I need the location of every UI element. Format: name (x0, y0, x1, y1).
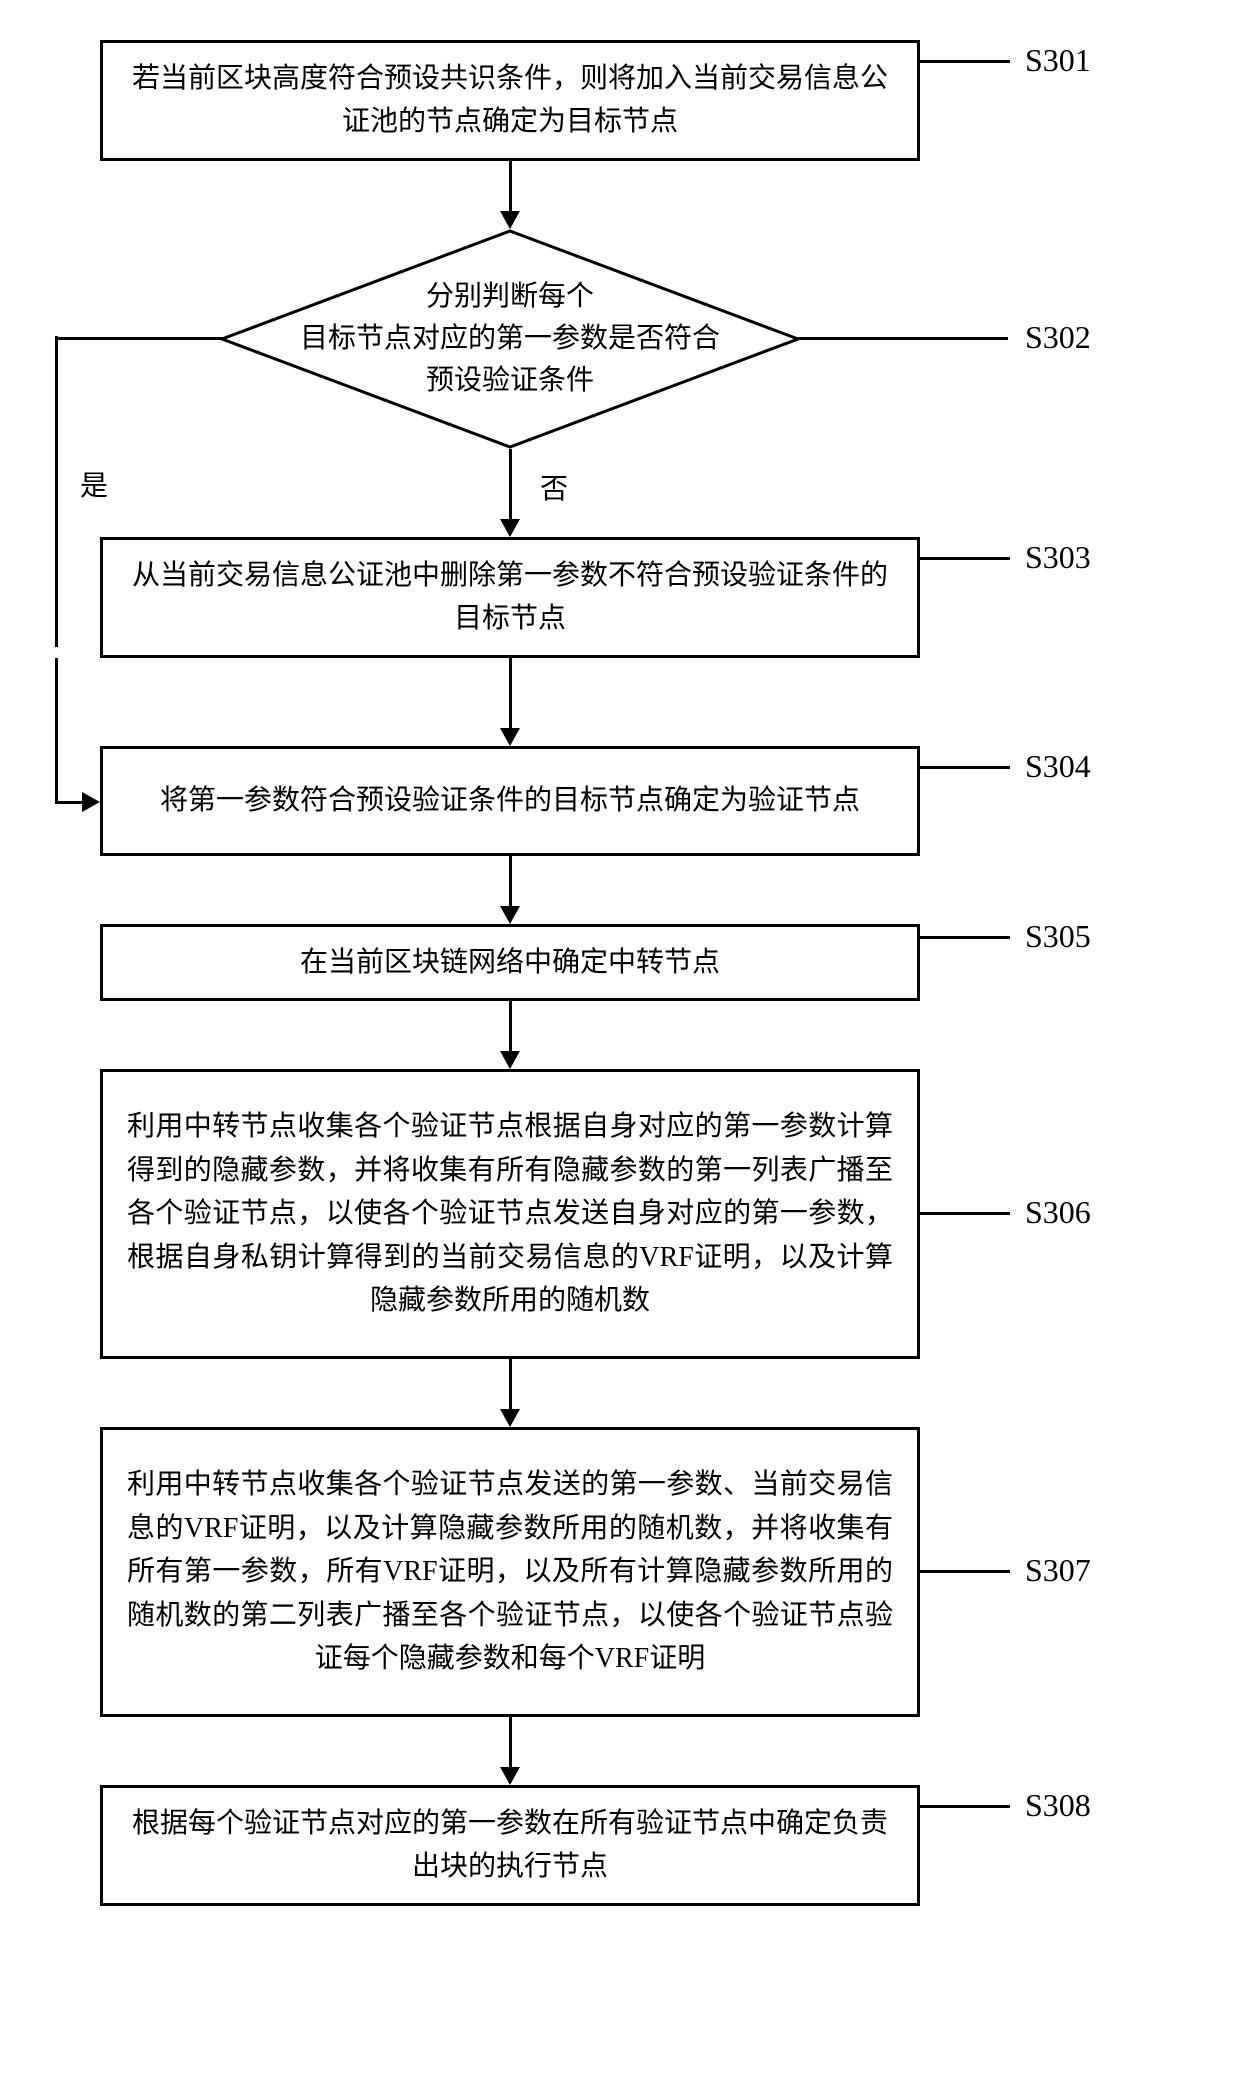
label-s307: S307 (1025, 1552, 1091, 1589)
row-s306: 利用中转节点收集各个验证节点根据自身对应的第一参数计算得到的隐藏参数，并将收集有… (40, 1069, 1200, 1359)
tick-s306 (920, 1212, 1010, 1215)
tick-s305 (920, 936, 1010, 939)
edge-s307-s308 (100, 1717, 920, 1785)
bypass-yes-vert4 (55, 746, 58, 802)
edge-s305-s306 (100, 1001, 920, 1069)
arrow-down-icon (500, 658, 520, 746)
bypass-yes-vert1 (55, 336, 58, 537)
node-s305-text: 在当前区块链网络中确定中转节点 (300, 941, 720, 984)
arrow-down-icon (500, 449, 520, 537)
node-s307-text: 利用中转节点收集各个验证节点发送的第一参数、当前交易信息的VRF证明，以及计算隐… (127, 1463, 893, 1680)
node-s301-text: 若当前区块高度符合预设共识条件，则将加入当前交易信息公证池的节点确定为目标节点 (127, 57, 893, 144)
arrow-right-icon (82, 792, 100, 812)
node-s302-text-span: 分别判断每个 目标节点对应的第一参数是否符合 预设验证条件 (300, 276, 720, 402)
node-s303: 从当前交易信息公证池中删除第一参数不符合预设验证条件的目标节点 (100, 537, 920, 658)
edge-s301-s302 (100, 161, 920, 229)
node-s302-text: 分别判断每个 目标节点对应的第一参数是否符合 预设验证条件 (220, 229, 800, 449)
row-s308: 根据每个验证节点对应的第一参数在所有验证节点中确定负责出块的执行节点 S308 (40, 1785, 1200, 1906)
arrow-down-icon (500, 161, 520, 229)
row-s302: 分别判断每个 目标节点对应的第一参数是否符合 预设验证条件 S302 (40, 229, 1200, 449)
tick-s303 (920, 557, 1010, 560)
edge-s304-s305 (100, 856, 920, 924)
tick-s302 (798, 337, 1008, 340)
label-s301: S301 (1025, 42, 1091, 79)
branch-label-no: 否 (540, 467, 568, 507)
tick-s307 (920, 1570, 1010, 1573)
node-s302: 分别判断每个 目标节点对应的第一参数是否符合 预设验证条件 (100, 229, 920, 449)
label-s303: S303 (1025, 539, 1091, 576)
bypass-yes-vert2 (55, 537, 58, 647)
label-s305: S305 (1025, 918, 1091, 955)
branch-label-yes: 是 (80, 464, 108, 504)
node-s301: 若当前区块高度符合预设共识条件，则将加入当前交易信息公证池的节点确定为目标节点 (100, 40, 920, 161)
row-s304: 将第一参数符合预设验证条件的目标节点确定为验证节点 S304 (40, 746, 1200, 856)
row-s301: 若当前区块高度符合预设共识条件，则将加入当前交易信息公证池的节点确定为目标节点 … (40, 40, 1200, 161)
row-s305: 在当前区块链网络中确定中转节点 S305 (40, 924, 1200, 1001)
edge-s302-s303: 否 (100, 449, 920, 537)
flowchart-root: 若当前区块高度符合预设共识条件，则将加入当前交易信息公证池的节点确定为目标节点 … (40, 40, 1200, 1906)
node-s308: 根据每个验证节点对应的第一参数在所有验证节点中确定负责出块的执行节点 (100, 1785, 920, 1906)
bypass-yes-horiz (55, 801, 82, 804)
row-s307: 利用中转节点收集各个验证节点发送的第一参数、当前交易信息的VRF证明，以及计算隐… (40, 1427, 1200, 1717)
node-s303-text: 从当前交易信息公证池中删除第一参数不符合预设验证条件的目标节点 (127, 554, 893, 641)
arrow-down-icon (500, 1001, 520, 1069)
arrow-down-icon (500, 856, 520, 924)
arrow-down-icon (500, 1717, 520, 1785)
node-s307: 利用中转节点收集各个验证节点发送的第一参数、当前交易信息的VRF证明，以及计算隐… (100, 1427, 920, 1717)
row-s303: 从当前交易信息公证池中删除第一参数不符合预设验证条件的目标节点 S303 (40, 537, 1200, 658)
tick-s308 (920, 1805, 1010, 1808)
edge-s303-s304 (100, 658, 920, 746)
edge-s306-s307 (100, 1359, 920, 1427)
label-s302: S302 (1025, 319, 1091, 356)
label-s308: S308 (1025, 1787, 1091, 1824)
node-s304: 将第一参数符合预设验证条件的目标节点确定为验证节点 (100, 746, 920, 856)
node-s305: 在当前区块链网络中确定中转节点 (100, 924, 920, 1001)
node-s304-text: 将第一参数符合预设验证条件的目标节点确定为验证节点 (160, 779, 860, 822)
bypass-yes-top (55, 337, 223, 340)
label-s304: S304 (1025, 748, 1091, 785)
node-s306: 利用中转节点收集各个验证节点根据自身对应的第一参数计算得到的隐藏参数，并将收集有… (100, 1069, 920, 1359)
node-s306-text: 利用中转节点收集各个验证节点根据自身对应的第一参数计算得到的隐藏参数，并将收集有… (127, 1105, 893, 1322)
bypass-yes-vert3 (55, 658, 58, 746)
tick-s301 (920, 60, 1010, 63)
tick-s304 (920, 766, 1010, 769)
label-s306: S306 (1025, 1194, 1091, 1231)
node-s308-text: 根据每个验证节点对应的第一参数在所有验证节点中确定负责出块的执行节点 (127, 1802, 893, 1889)
arrow-down-icon (500, 1359, 520, 1427)
